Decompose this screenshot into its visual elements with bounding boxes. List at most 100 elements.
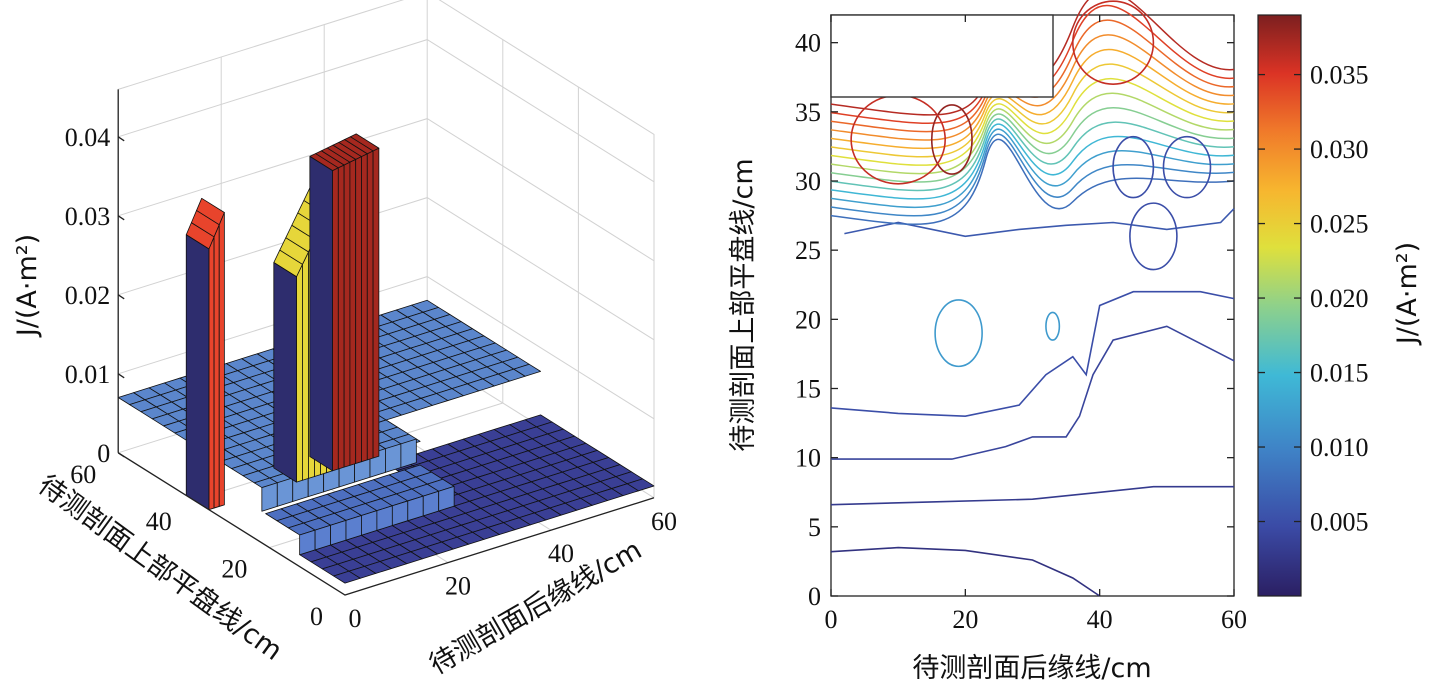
y-tick-label: 25	[795, 236, 821, 265]
surface-plot: 0 0.01 0.02 0.03 0.04 0 20 40 60 0 20 40 60 J/(A·m…	[12, 0, 677, 681]
y-tick-label: 0	[310, 602, 323, 631]
mesh-step	[261, 482, 278, 512]
contour-line	[830, 485, 1234, 506]
y-axis-label: 待测剖面上部平盘线/cm	[728, 158, 759, 451]
x-tick-label: 20	[445, 572, 471, 601]
wall-side	[309, 155, 333, 472]
contour-band	[830, 63, 1235, 158]
colorbar-tick-label: 0.030	[1310, 135, 1369, 164]
x-tick-label: 60	[1221, 605, 1247, 634]
y-tick-label: 35	[795, 98, 821, 127]
wall-top	[349, 133, 380, 152]
x-tick-label: 20	[952, 605, 978, 634]
y-tick-label: 0	[808, 582, 821, 611]
colorbar-tick-label: 0.015	[1310, 359, 1369, 388]
z-tick-label: 0	[97, 439, 110, 468]
z-tick-mark	[117, 373, 125, 379]
mesh-step	[400, 438, 417, 468]
y-tick-labels: 0 20 40 60	[70, 460, 323, 631]
contour-band	[830, 138, 1235, 226]
colorbar-gradient	[1257, 14, 1302, 597]
contour-line	[830, 546, 1101, 597]
mesh-cell	[626, 478, 655, 492]
contour-lines	[830, 0, 1235, 597]
x-tick-label: 40	[1087, 605, 1113, 634]
mesh-cell	[513, 363, 541, 377]
contour-frame	[830, 14, 1235, 597]
contour-band	[830, 77, 1235, 166]
y-tick-label: 15	[795, 375, 821, 404]
contour-loop	[1045, 311, 1061, 341]
contour-loop	[930, 104, 973, 175]
wall-strip	[343, 161, 351, 468]
z-tick-mark	[117, 215, 125, 221]
surface-walls	[185, 133, 380, 511]
colorbar-label: J/(A·m²)	[1392, 242, 1423, 346]
contour-loop	[1112, 135, 1155, 199]
colorbar-tick-label: 0.010	[1310, 433, 1369, 462]
y-tick-label: 60	[70, 460, 96, 489]
contour-band	[830, 123, 1235, 200]
z-tick-label: 0.03	[65, 202, 111, 231]
grid-line	[118, 39, 655, 183]
contour-loop	[934, 299, 983, 368]
colorbar-tick-label: 0.005	[1310, 508, 1369, 537]
wall-strip	[208, 236, 215, 511]
wall-strip	[366, 150, 374, 461]
contour-line	[831, 325, 1235, 460]
contour-loop	[1129, 202, 1178, 271]
contour-band	[830, 48, 1235, 150]
contour-plot: 0 20 40 60 0 5 10 15 20 25 30 35 40 待测剖面后缘线/cm 待测剖面上…	[728, 0, 1247, 684]
colorbar-tick-label: 0.025	[1310, 210, 1369, 239]
xy-axis-lines	[117, 452, 655, 596]
contour-line	[844, 208, 1235, 238]
y-tick-label: 20	[795, 305, 821, 334]
contour-loop	[1162, 135, 1212, 199]
wall-strip	[332, 167, 339, 472]
wall-top	[196, 197, 225, 226]
z-tick-mark	[117, 452, 125, 458]
grid-line	[118, 118, 655, 262]
y-tick-label: 20	[221, 555, 247, 584]
y-axis-label-3d: 待测剖面上部平盘线/cm	[32, 469, 287, 666]
y-tick-label: 10	[795, 444, 821, 473]
y-tick-label: 30	[795, 167, 821, 196]
y-tick-label: 40	[146, 507, 172, 536]
contour-line	[830, 290, 1235, 418]
x-axis-label-3d: 待测剖面后缘线/cm	[424, 534, 647, 680]
wall-side	[185, 234, 210, 511]
contour-band	[830, 118, 1235, 192]
contour-band	[830, 133, 1235, 217]
z-tick-mark	[117, 294, 125, 300]
contour-band	[830, 128, 1235, 209]
contour-ticks: 0 20 40 60 0 5 10 15 20 25 30 35 40	[795, 15, 1247, 634]
grid-line	[118, 0, 428, 356]
x-tick-labels: 0 20 40 60	[349, 507, 678, 633]
wall-strip	[361, 153, 368, 463]
wall-strip	[349, 158, 357, 466]
colorbar-tick-label: 0.020	[1310, 284, 1369, 313]
colorbar: 0.005 0.010 0.015 0.020 0.025 0.030 0.035 J/(A…	[1257, 14, 1423, 597]
surface-axes	[117, 89, 655, 596]
wall-strip	[372, 147, 380, 459]
mesh-step	[438, 485, 455, 512]
z-tick-mark	[117, 136, 125, 142]
z-tick-label: 0.04	[65, 123, 111, 152]
z-tick-label: 0.02	[65, 281, 111, 310]
x-tick-label: 0	[825, 605, 838, 634]
wall-strip	[213, 224, 220, 509]
wall-strip	[302, 251, 309, 481]
wall-strip	[218, 212, 225, 507]
x-tick-label: 40	[548, 539, 574, 568]
z-tick-label: 0.01	[65, 360, 111, 389]
mesh-step	[276, 477, 294, 507]
z-tick-labels: 0 0.01 0.02 0.03 0.04	[65, 123, 125, 468]
wall-side	[273, 262, 297, 483]
contour-band	[830, 106, 1235, 183]
blank-region	[830, 14, 1054, 98]
contour-loop	[1071, 0, 1155, 85]
colorbar-tick-label: 0.035	[1310, 61, 1369, 90]
y-tick-label: 40	[795, 29, 821, 58]
mesh-step	[385, 443, 402, 473]
